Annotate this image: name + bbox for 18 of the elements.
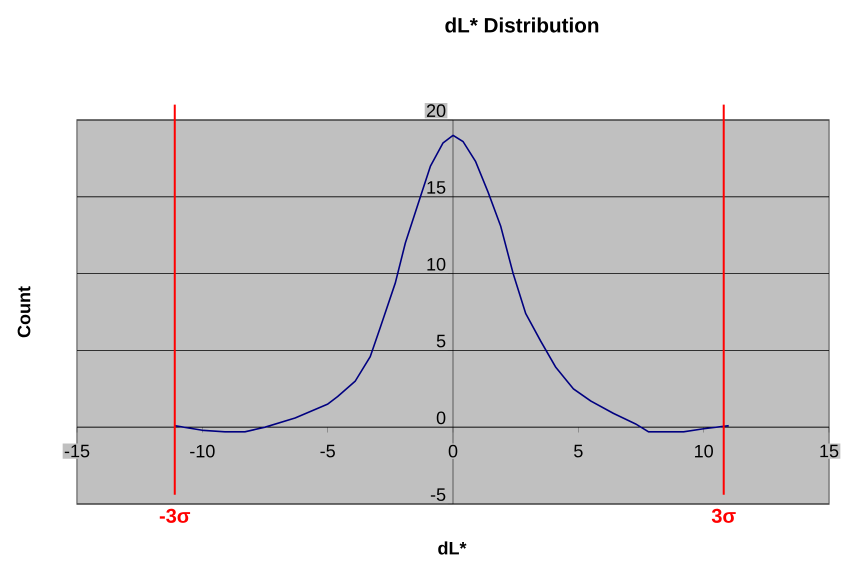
y-tick-label: 15 bbox=[427, 181, 446, 194]
ref-line-label: 3σ bbox=[712, 508, 736, 523]
y-tick-label: 20 bbox=[426, 104, 446, 118]
x-tick-label: 5 bbox=[574, 444, 583, 458]
y-tick-label: 0 bbox=[436, 411, 446, 424]
y-tick-label: -5 bbox=[430, 488, 446, 501]
x-tick-label: 15 bbox=[820, 444, 838, 458]
x-tick-label: -10 bbox=[190, 444, 215, 458]
chart-title: dL* Distribution bbox=[445, 17, 598, 33]
ref-line-label: -3σ bbox=[160, 508, 190, 523]
y-tick-label: 5 bbox=[436, 334, 446, 348]
x-tick-label: 10 bbox=[695, 444, 713, 458]
x-tick-label: -5 bbox=[320, 444, 335, 458]
x-tick-label: -15 bbox=[64, 444, 90, 458]
y-tick-label: 10 bbox=[427, 258, 446, 271]
y-axis-title: Count bbox=[18, 286, 30, 338]
x-axis-title: dL* bbox=[438, 541, 466, 555]
x-tick-label: 0 bbox=[448, 444, 458, 458]
